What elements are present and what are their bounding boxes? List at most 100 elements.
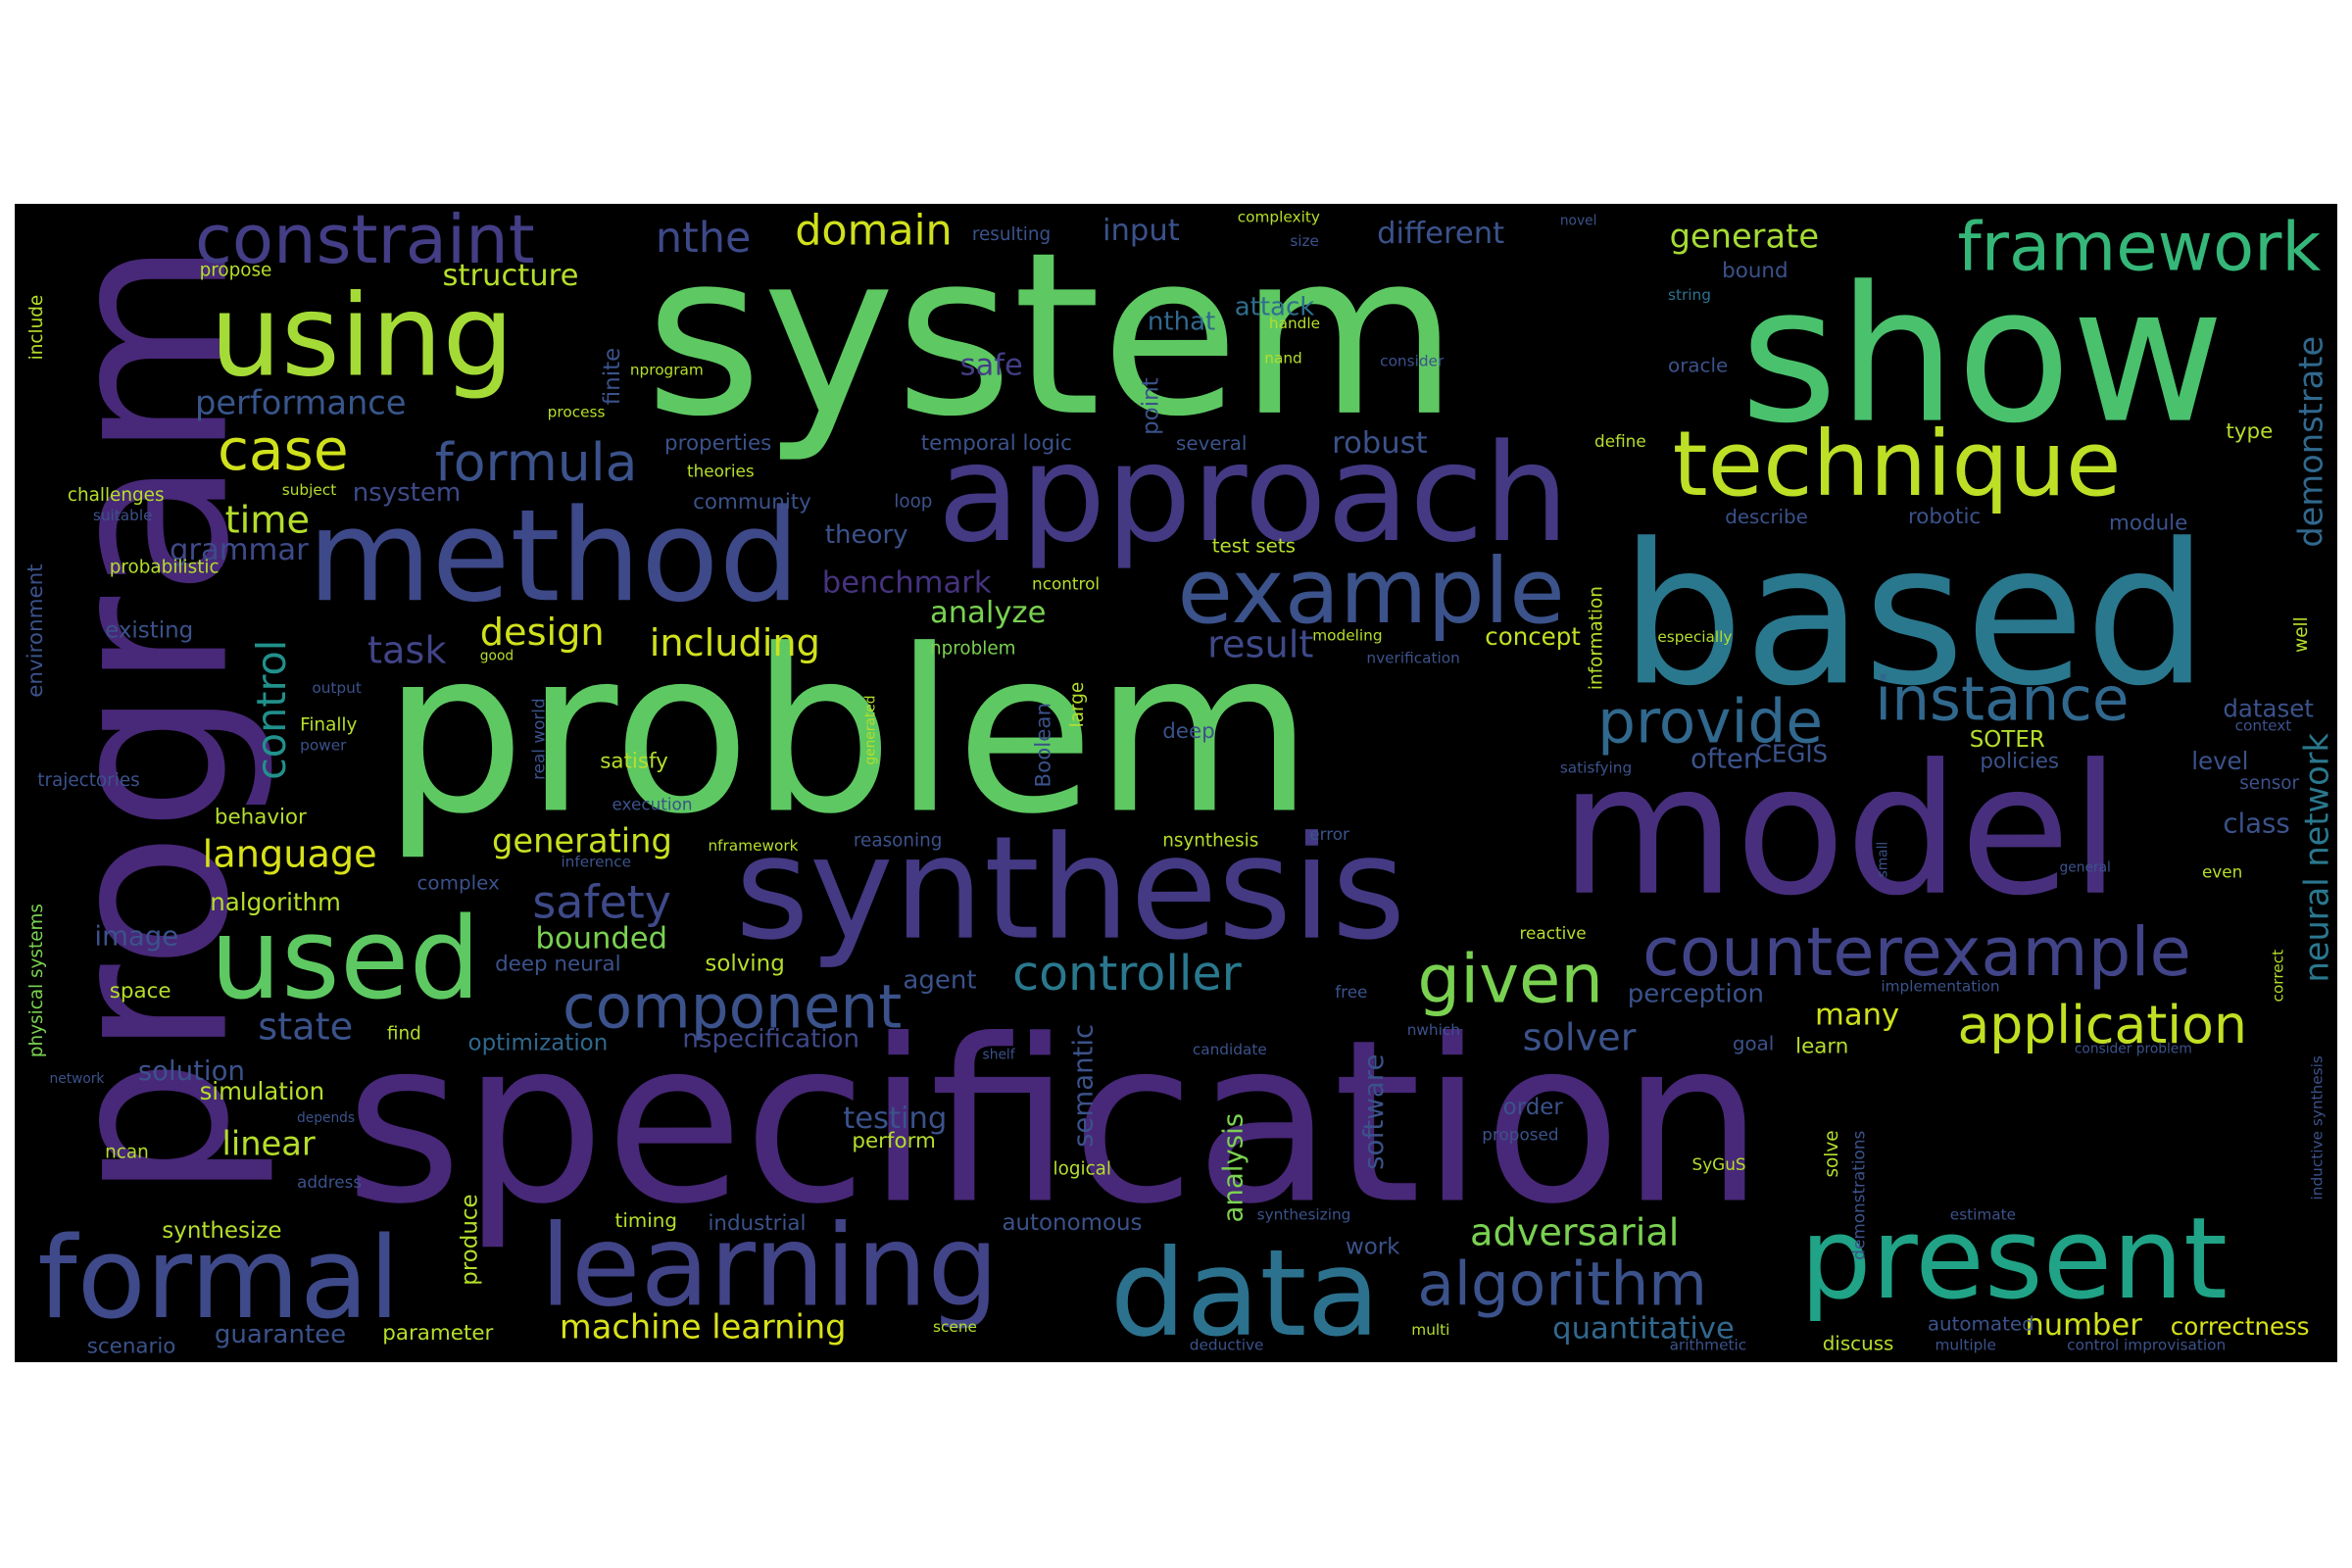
word: model <box>1560 727 2121 936</box>
word: process <box>548 404 606 421</box>
word: novel <box>1560 214 1597 229</box>
word: CEGIS <box>1755 740 1828 768</box>
word: propose <box>200 261 272 281</box>
word: discuss <box>1823 1333 1894 1355</box>
word: nprogram <box>630 362 704 379</box>
word: learn <box>1795 1034 1848 1058</box>
word: information <box>1587 586 1607 690</box>
word: nframework <box>708 837 798 855</box>
word: concept <box>1485 622 1581 651</box>
word: community <box>693 490 811 514</box>
word: subject <box>282 481 336 499</box>
word: even <box>2202 861 2242 881</box>
word: power <box>300 736 347 754</box>
word: existing <box>105 618 193 644</box>
word: time <box>225 498 310 542</box>
word: algorithm <box>1417 1250 1706 1320</box>
word: real world <box>529 698 549 780</box>
word: goal <box>1733 1032 1774 1054</box>
word: level <box>2191 747 2248 775</box>
word: good <box>480 648 514 663</box>
word: generating <box>492 821 672 859</box>
word: shelf <box>983 1048 1016 1063</box>
word: used <box>210 894 480 1025</box>
word: satisfy <box>600 750 668 774</box>
word: simulation <box>200 1077 325 1105</box>
word: demonstrate <box>2291 336 2329 548</box>
word: theories <box>687 462 755 481</box>
word: environment <box>24 564 48 697</box>
word: depends <box>297 1110 355 1126</box>
word: counterexample <box>1642 913 2191 992</box>
word: reactive <box>1520 923 1587 943</box>
word: deep <box>1162 719 1215 744</box>
word: including <box>650 621 820 665</box>
word: multi <box>1411 1321 1449 1339</box>
word: controller <box>1012 946 1242 1002</box>
word: well <box>2291 616 2312 653</box>
word: scene <box>933 1318 977 1336</box>
word: automated <box>1928 1313 2034 1336</box>
word: image <box>94 920 178 952</box>
word: different <box>1377 217 1504 251</box>
word: Boolean <box>1031 703 1055 788</box>
word: software <box>1358 1054 1390 1170</box>
word: technique <box>1673 412 2122 516</box>
word: attack <box>1235 292 1315 321</box>
word: optimization <box>468 1030 609 1055</box>
word: correctness <box>2171 1312 2310 1341</box>
word: find <box>387 1024 421 1045</box>
word: consider problem <box>2075 1041 2192 1056</box>
word: include <box>26 295 47 361</box>
word: large <box>1067 682 1088 728</box>
word: especially <box>1657 628 1732 646</box>
word: perception <box>1628 979 1764 1008</box>
word: handle <box>1269 315 1320 332</box>
word: execution <box>612 795 692 814</box>
word: input <box>1102 214 1180 248</box>
word: framework <box>1957 209 2321 287</box>
word: size <box>1290 232 1319 250</box>
word: small <box>1876 842 1891 878</box>
word: approach <box>938 416 1570 572</box>
word: present <box>1800 1194 2228 1325</box>
word: nthe <box>656 214 751 263</box>
word: behavior <box>215 805 307 829</box>
word: finite <box>600 348 625 405</box>
word: properties <box>664 431 771 456</box>
word: policies <box>1980 750 2059 774</box>
word: result <box>1207 622 1313 666</box>
word: point <box>1139 377 1164 435</box>
word: complex <box>417 872 500 895</box>
word: dataset <box>2223 695 2314 723</box>
word: inference <box>561 854 631 871</box>
word: SOTER <box>1970 727 2045 753</box>
word: space <box>110 979 172 1004</box>
word: context <box>2235 716 2292 734</box>
word: solver <box>1523 1015 1637 1059</box>
word: constraint <box>195 201 535 279</box>
word: nalgorithm <box>210 888 341 916</box>
word: bound <box>1722 259 1788 283</box>
word: problem <box>382 603 1313 864</box>
word: analysis <box>1217 1113 1249 1223</box>
word: ncontrol <box>1032 574 1100 594</box>
word: safety <box>532 876 671 929</box>
word: using <box>210 271 514 403</box>
word: state <box>258 1005 353 1050</box>
word: theory <box>825 520 908 550</box>
word: based <box>1620 501 2209 728</box>
word: learning <box>540 1201 999 1333</box>
word: often <box>1690 744 1760 775</box>
word: order <box>1503 1095 1564 1120</box>
word: string <box>1668 286 1711 304</box>
word: type <box>2226 419 2273 444</box>
word: application <box>1957 994 2246 1055</box>
word: agent <box>903 966 976 996</box>
word: deep neural <box>495 952 621 976</box>
word: specification <box>345 992 1764 1253</box>
word: nwhich <box>1407 1021 1460 1039</box>
word: number <box>2025 1308 2142 1343</box>
